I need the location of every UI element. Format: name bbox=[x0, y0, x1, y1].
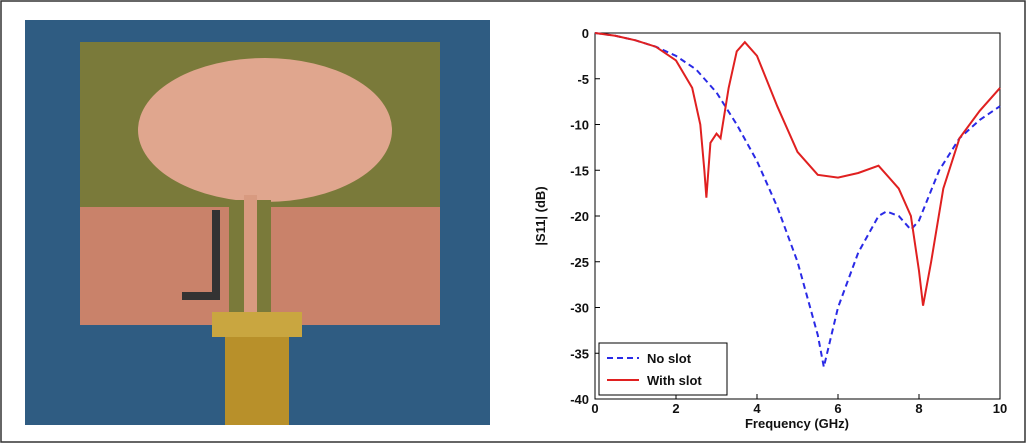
x-axis-label: Frequency (GHz) bbox=[745, 416, 849, 431]
radiating-patch bbox=[138, 58, 392, 202]
x-tick-label: 2 bbox=[672, 401, 679, 416]
y-axis-label: |S11| (dB) bbox=[533, 186, 548, 245]
y-tick-label: -10 bbox=[570, 118, 589, 133]
x-tick-label: 4 bbox=[753, 401, 761, 416]
slot bbox=[212, 210, 220, 300]
y-tick-label: -35 bbox=[570, 346, 589, 361]
x-tick-label: 6 bbox=[834, 401, 841, 416]
y-tick-label: -40 bbox=[570, 392, 589, 407]
y-tick-label: 0 bbox=[582, 26, 589, 41]
y-tick-label: -20 bbox=[570, 209, 589, 224]
connector-flange bbox=[212, 312, 302, 337]
legend-label: No slot bbox=[647, 351, 692, 366]
antenna-photo bbox=[25, 20, 490, 425]
legend-label: With slot bbox=[647, 373, 702, 388]
figure: Frequency (GHz) |S11| (dB) 0 2 4 6 8 10 0 -5 -10… bbox=[0, 0, 1026, 443]
feed-line bbox=[244, 195, 257, 325]
y-tick-label: -5 bbox=[577, 72, 589, 87]
slot-arm bbox=[182, 292, 220, 300]
y-tick-label: -25 bbox=[570, 255, 589, 270]
y-tick-label: -30 bbox=[570, 301, 589, 316]
x-tick-label: 0 bbox=[591, 401, 598, 416]
sma-connector bbox=[225, 337, 289, 425]
x-tick-label: 8 bbox=[915, 401, 922, 416]
y-tick-label: -15 bbox=[570, 163, 589, 178]
x-tick-label: 10 bbox=[993, 401, 1007, 416]
